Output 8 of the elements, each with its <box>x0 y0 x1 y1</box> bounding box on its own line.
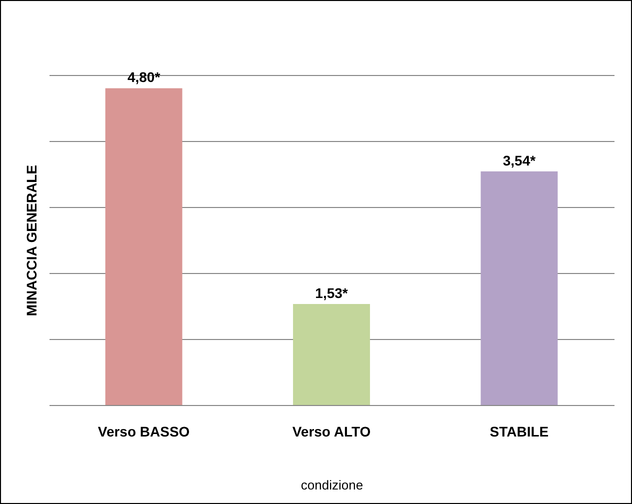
x-axis-title: condizione <box>300 478 364 492</box>
data-label: 1,53* <box>315 285 348 302</box>
x-tick-label: Verso ALTO <box>292 424 371 440</box>
x-tick-label: STABILE <box>490 424 549 440</box>
data-label: 4,80* <box>127 69 161 86</box>
data-label: 3,54* <box>502 152 536 168</box>
y-axis-title: MINACCIA GENERALE <box>24 164 40 316</box>
x-tick-label: Verso BASSO <box>98 424 190 440</box>
